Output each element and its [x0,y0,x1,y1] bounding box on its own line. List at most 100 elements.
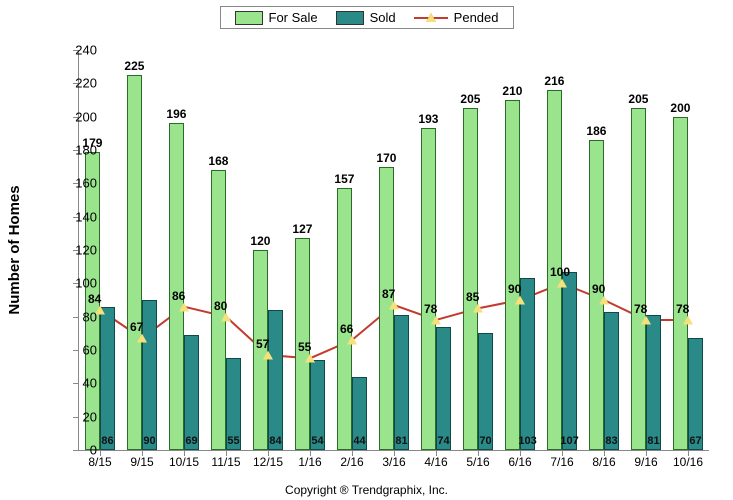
legend-item-pended: Pended [414,10,499,25]
bar-sold: 107 [562,272,577,450]
sold-value-label: 81 [647,435,659,447]
pended-value-label: 66 [340,322,353,336]
for-sale-value-label: 170 [376,151,396,165]
bar-sold: 70 [478,333,493,450]
x-tick-label: 4/16 [424,455,447,469]
sold-value-label: 54 [311,435,323,447]
pended-value-label: 87 [382,287,395,301]
sold-value-label: 90 [143,435,155,447]
bar-sold: 81 [394,315,409,450]
for-sale-value-label: 186 [586,124,606,138]
bar-sold: 84 [268,310,283,450]
y-tick [73,383,79,384]
x-tick-label: 10/16 [673,455,703,469]
sold-value-label: 67 [689,435,701,447]
pended-marker [641,316,651,325]
y-tick-label: 60 [83,343,97,358]
pended-value-label: 78 [424,302,437,316]
legend-label: Sold [370,10,396,25]
bar-sold: 90 [142,300,157,450]
legend-item-for-sale: For Sale [235,10,318,25]
for-sale-value-label: 127 [292,222,312,236]
bar-for-sale [505,100,520,450]
sold-value-label: 83 [605,435,617,447]
y-tick-label: 20 [83,409,97,424]
for-sale-value-label: 225 [124,59,144,73]
pended-value-label: 90 [508,282,521,296]
y-axis-title: Number of Homes [6,185,23,314]
pended-marker [389,301,399,310]
for-sale-value-label: 196 [166,107,186,121]
bar-sold: 74 [436,327,451,450]
bar-for-sale [127,75,142,450]
copyright-text: Copyright ® Trendgraphix, Inc. [285,483,448,497]
pended-marker [473,304,483,313]
legend-label: Pended [454,10,499,25]
x-tick-label: 12/15 [253,455,283,469]
y-tick-label: 80 [83,309,97,324]
legend: For Sale Sold Pended [220,6,514,29]
legend-swatch-pended [414,12,448,24]
pended-marker [137,334,147,343]
pended-value-label: 67 [130,320,143,334]
x-tick-label: 7/16 [550,455,573,469]
for-sale-value-label: 200 [670,101,690,115]
legend-swatch-for-sale [235,11,263,25]
sold-value-label: 86 [101,435,113,447]
bar-for-sale [169,123,184,450]
pended-marker [599,296,609,305]
pended-marker [179,302,189,311]
bar-for-sale [463,108,478,450]
pended-value-label: 78 [634,302,647,316]
y-tick-label: 200 [75,109,97,124]
for-sale-value-label: 205 [628,92,648,106]
sold-value-label: 107 [560,435,578,447]
x-tick-label: 1/16 [298,455,321,469]
bar-sold: 54 [310,360,325,450]
plot-area: 8/1517986849/15225906710/15196698611/151… [78,50,709,451]
bar-sold: 44 [352,377,367,450]
y-tick-label: 120 [75,243,97,258]
bar-sold: 69 [184,335,199,450]
y-tick [73,450,79,451]
bar-sold: 81 [646,315,661,450]
bar-for-sale [337,188,352,450]
bar-sold: 67 [688,338,703,450]
sold-value-label: 69 [185,435,197,447]
y-tick [73,417,79,418]
pended-value-label: 90 [592,282,605,296]
sold-value-label: 74 [437,435,449,447]
x-tick-label: 10/15 [169,455,199,469]
pended-marker [683,316,693,325]
x-tick-label: 9/16 [634,455,657,469]
pended-marker [431,316,441,325]
bar-for-sale [673,117,688,450]
y-tick-label: 40 [83,376,97,391]
x-tick-label: 5/16 [466,455,489,469]
for-sale-value-label: 216 [544,74,564,88]
for-sale-value-label: 205 [460,92,480,106]
sold-value-label: 44 [353,435,365,447]
chart-container: For Sale Sold Pended Number of Homes 8/1… [0,0,733,500]
pended-marker [221,312,231,321]
y-tick-label: 180 [75,143,97,158]
for-sale-value-label: 157 [334,172,354,186]
sold-value-label: 84 [269,435,281,447]
bar-for-sale [631,108,646,450]
triangle-marker-icon [426,13,436,22]
pended-value-label: 100 [550,265,570,279]
x-tick-label: 11/15 [211,455,240,469]
legend-label: For Sale [269,10,318,25]
for-sale-value-label: 210 [502,84,522,98]
bar-sold: 86 [100,307,115,450]
bar-sold: 83 [604,312,619,450]
pended-value-label: 85 [466,290,479,304]
pended-marker [515,296,525,305]
y-tick-label: 220 [75,76,97,91]
for-sale-value-label: 193 [418,112,438,126]
pended-value-label: 78 [676,302,689,316]
y-tick-label: 240 [75,43,97,58]
pended-marker [347,336,357,345]
pended-marker [263,351,273,360]
bar-for-sale [421,128,436,450]
